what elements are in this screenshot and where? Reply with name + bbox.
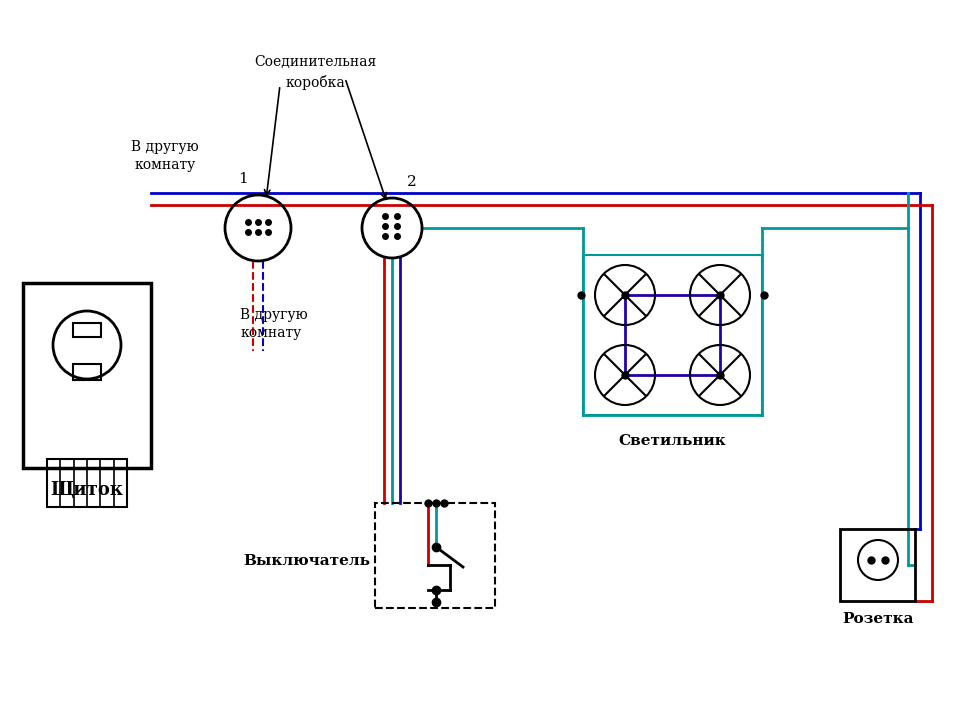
Bar <box>47 459 127 507</box>
Text: 2: 2 <box>407 175 417 189</box>
Bar <box>73 323 101 337</box>
Bar <box>23 282 151 467</box>
Text: В другую
комнату: В другую комнату <box>240 308 308 341</box>
Text: Светильник: Светильник <box>618 434 727 448</box>
Text: Щиток: Щиток <box>51 482 124 500</box>
Text: 1: 1 <box>238 172 248 186</box>
Text: В другую
комнату: В другую комнату <box>132 140 199 172</box>
Bar <box>375 503 495 608</box>
Text: Соединительная
коробка: Соединительная коробка <box>253 55 376 90</box>
Text: Выключатель: Выключатель <box>243 554 370 568</box>
Bar <box>583 255 762 415</box>
Bar <box>841 529 916 601</box>
Text: Розетка: Розетка <box>842 612 914 626</box>
Bar <box>73 364 101 380</box>
